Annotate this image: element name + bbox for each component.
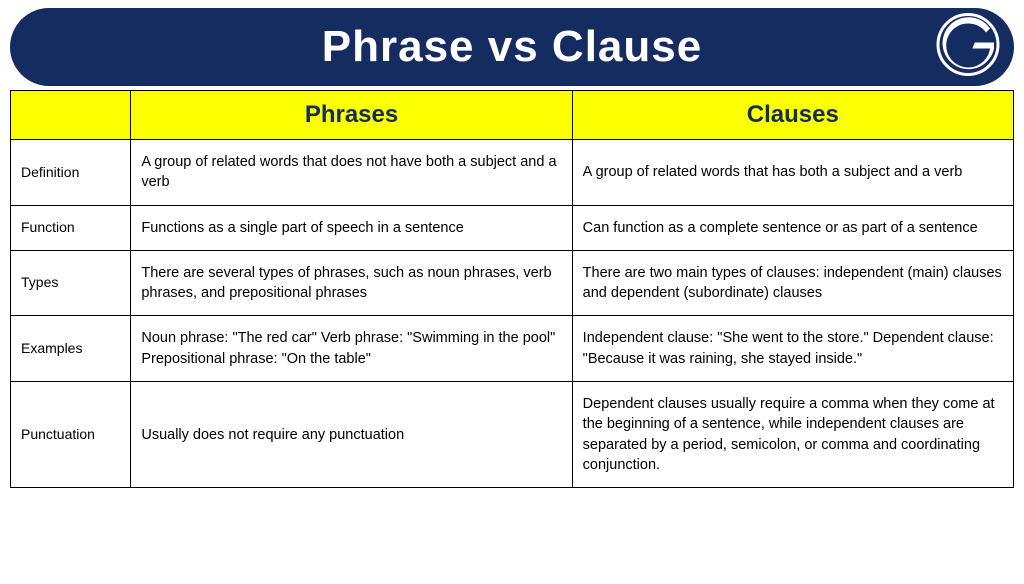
table-header-row: Phrases Clauses	[11, 91, 1014, 140]
cell-phrases: Usually does not require any punctuation	[131, 382, 572, 488]
cell-clauses: A group of related words that has both a…	[572, 140, 1013, 206]
cell-phrases: There are several types of phrases, such…	[131, 250, 572, 316]
brand-logo-icon: GRAMMARVOCAB	[936, 13, 1000, 82]
svg-text:GRAMMARVOCAB: GRAMMARVOCAB	[954, 21, 982, 25]
header-banner: Phrase vs Clause GRAMMARVOCAB	[10, 8, 1014, 86]
column-header-empty	[11, 91, 131, 140]
cell-clauses: Dependent clauses usually require a comm…	[572, 382, 1013, 488]
table-row: Punctuation Usually does not require any…	[11, 382, 1014, 488]
table-row: Function Functions as a single part of s…	[11, 205, 1014, 250]
row-label: Types	[11, 250, 131, 316]
page-title: Phrase vs Clause	[322, 22, 702, 72]
column-header-phrases: Phrases	[131, 91, 572, 140]
table-row: Types There are several types of phrases…	[11, 250, 1014, 316]
row-label: Function	[11, 205, 131, 250]
comparison-table: Phrases Clauses Definition A group of re…	[10, 90, 1014, 488]
cell-clauses: There are two main types of clauses: ind…	[572, 250, 1013, 316]
cell-phrases: Noun phrase: "The red car" Verb phrase: …	[131, 316, 572, 382]
cell-clauses: Independent clause: "She went to the sto…	[572, 316, 1013, 382]
row-label: Punctuation	[11, 382, 131, 488]
row-label: Examples	[11, 316, 131, 382]
table-row: Definition A group of related words that…	[11, 140, 1014, 206]
cell-clauses: Can function as a complete sentence or a…	[572, 205, 1013, 250]
column-header-clauses: Clauses	[572, 91, 1013, 140]
cell-phrases: A group of related words that does not h…	[131, 140, 572, 206]
cell-phrases: Functions as a single part of speech in …	[131, 205, 572, 250]
table-row: Examples Noun phrase: "The red car" Verb…	[11, 316, 1014, 382]
row-label: Definition	[11, 140, 131, 206]
